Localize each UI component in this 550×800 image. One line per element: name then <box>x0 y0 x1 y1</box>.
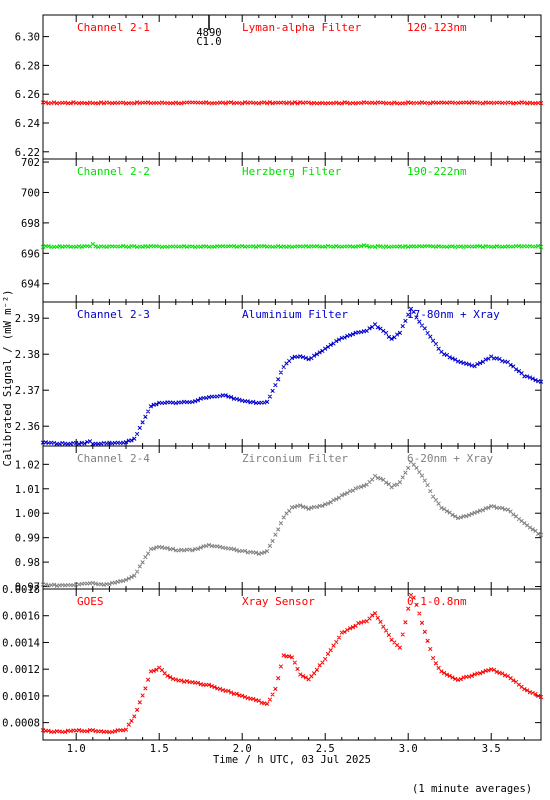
x-tick-label: 1.5 <box>150 743 169 755</box>
channel-label: GOES <box>77 595 104 608</box>
y-tick-label: 700 <box>21 187 40 199</box>
series-markers <box>40 241 544 250</box>
y-tick-label: 0.0018 <box>2 584 40 596</box>
y-tick-label: 6.26 <box>15 89 40 101</box>
panel-4: 0.97 0.98 0.99 1.00 1.01 1.02 Channel 2-4 Zirco… <box>15 445 544 594</box>
channel-label: Channel 2-1 <box>77 21 150 34</box>
filter-label: Xray Sensor <box>242 595 315 608</box>
x-axis-title: Time / h UTC, 03 Jul 2025 <box>213 754 371 766</box>
filter-label: Lyman-alpha Filter <box>242 21 362 34</box>
x-tick-label: 2.5 <box>316 743 335 755</box>
y-tick-label: 696 <box>21 248 40 260</box>
series-markers <box>40 592 544 735</box>
data-series <box>40 100 544 106</box>
y-tick-label: 702 <box>21 157 40 169</box>
band-label: 190-222nm <box>407 165 467 178</box>
panel-3: 2.36 2.37 2.38 2.39 Channel 2-3 Aluminium Fil… <box>15 301 544 447</box>
y-tick-label: 0.0014 <box>2 637 40 649</box>
panel-2: 694 696 698 700 702 Channel 2-2 Herzberg Filte… <box>21 157 544 303</box>
y-tick-label: 0.0016 <box>2 611 40 623</box>
panel-frame <box>42 301 542 447</box>
data-series <box>40 592 544 735</box>
panel-1: 6.22 6.24 6.26 6.28 6.30 Channel 2-1 Lyman-alp… <box>15 14 544 160</box>
y-tick-label: 6.22 <box>15 147 40 159</box>
x-tick-label: 3.0 <box>399 743 418 755</box>
y-tick-label: 0.0012 <box>2 664 40 676</box>
y-tick-label: 2.39 <box>15 313 40 325</box>
y-tick-label: 1.00 <box>15 508 40 520</box>
data-series <box>40 459 544 588</box>
channel-label: Channel 2-4 <box>77 452 150 465</box>
y-tick-label: 698 <box>21 218 40 230</box>
series-markers <box>40 306 544 447</box>
band-label: 0.1-0.8nm <box>407 595 467 608</box>
y-tick-label: 2.37 <box>15 385 40 397</box>
x-tick-label: 2.0 <box>233 743 252 755</box>
channel-label: Channel 2-3 <box>77 308 150 321</box>
channel-label: Channel 2-2 <box>77 165 150 178</box>
y-tick-label: 6.28 <box>15 60 40 72</box>
y-tick-label: 1.02 <box>15 459 40 471</box>
y-tick-label: 0.97 <box>15 582 40 594</box>
y-tick-label: 1.01 <box>15 484 40 496</box>
x-tick-label: 3.5 <box>482 743 501 755</box>
y-tick-label: 0.0010 <box>2 691 40 703</box>
footnote: (1 minute averages) <box>412 783 532 795</box>
y-tick-label: 6.24 <box>15 118 40 130</box>
y-tick-label: 2.36 <box>15 421 40 433</box>
band-label: 17-80nm + Xray <box>407 308 500 321</box>
band-label: 120-123nm <box>407 21 467 34</box>
filter-label: Aluminium Filter <box>242 308 348 321</box>
y-axis-title: Calibrated Signal / (mW m⁻²) <box>2 289 14 466</box>
panel-frame <box>42 445 542 590</box>
y-tick-label: 0.98 <box>15 557 40 569</box>
panel-frame <box>42 588 542 741</box>
y-tick-label: 694 <box>21 279 40 291</box>
x-tick-label: 1.0 <box>67 743 86 755</box>
band-label: 6-20nm + Xray <box>407 452 493 465</box>
panel-frame <box>42 158 542 303</box>
flare-marker-id: 4890 <box>196 27 221 39</box>
filter-label: Herzberg Filter <box>242 165 342 178</box>
data-series <box>40 306 544 447</box>
filter-label: Zirconium Filter <box>242 452 348 465</box>
y-tick-label: 6.30 <box>15 32 40 44</box>
y-tick-label: 2.38 <box>15 349 40 361</box>
panel-frame <box>42 14 542 160</box>
panel-5: 0.0008 0.0010 0.0012 0.0014 0.0016 0.0018 GOES… <box>2 584 544 741</box>
series-markers <box>40 459 544 588</box>
series-markers <box>40 100 544 106</box>
y-tick-label: 0.99 <box>15 533 40 545</box>
data-series <box>40 241 544 250</box>
y-tick-label: 0.0008 <box>2 718 40 730</box>
flare-marker-class: C1.0 <box>196 36 221 48</box>
